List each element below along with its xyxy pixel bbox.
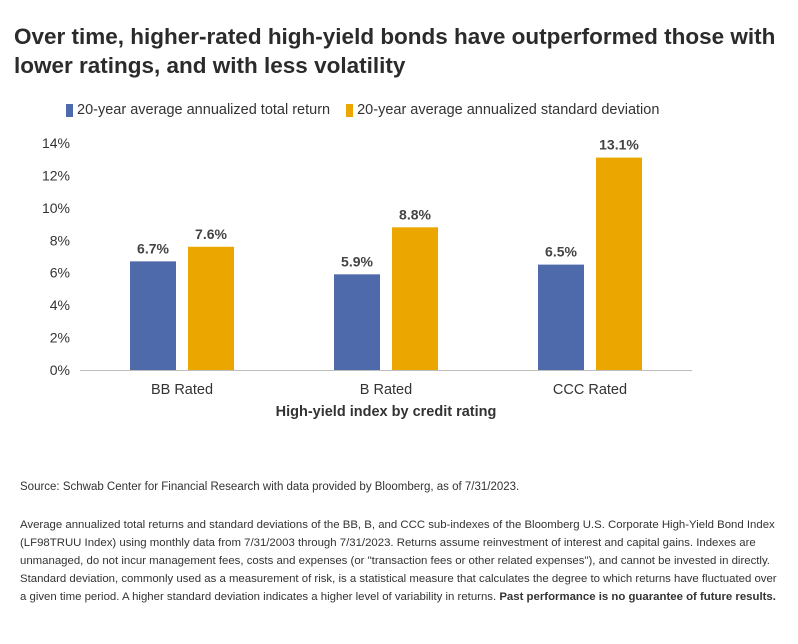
y-tick-label: 14%: [42, 135, 70, 151]
y-tick-label: 12%: [42, 167, 70, 183]
data-label: 5.9%: [341, 253, 373, 269]
data-label: 7.6%: [195, 226, 227, 242]
footnote-disclaimer: Past performance is no guarantee of futu…: [499, 591, 776, 603]
footnote: Average annualized total returns and sta…: [20, 516, 782, 606]
legend-label-stdev: 20-year average annualized standard devi…: [357, 102, 660, 118]
legend-item-stdev: 20-year average annualized standard devi…: [346, 102, 659, 118]
footnote-text: Average annualized total returns and sta…: [20, 519, 777, 603]
x-category-label: CCC Rated: [553, 382, 627, 398]
x-category-label: B Rated: [360, 382, 412, 398]
bar-return: [334, 274, 380, 370]
chart-title: Over time, higher-rated high-yield bonds…: [14, 24, 776, 78]
data-label: 6.7%: [137, 240, 169, 256]
legend-swatch-return: [66, 103, 73, 117]
y-tick-label: 0%: [50, 362, 70, 378]
x-category-label: BB Rated: [151, 382, 213, 398]
data-label: 8.8%: [399, 206, 431, 222]
y-tick-label: 10%: [42, 200, 70, 216]
bar-return: [538, 264, 584, 370]
data-label: 6.5%: [545, 244, 577, 260]
data-label: 13.1%: [599, 137, 639, 153]
bar-stdev: [392, 227, 438, 370]
bar-chart: 0% 2% 4% 6% 8% 10% 12% 14% 6.7% 7.6% BB Rated 5.9% 8…: [42, 135, 692, 420]
legend-item-return: 20-year average annualized total return: [66, 102, 330, 118]
source-note: Source: Schwab Center for Financial Rese…: [20, 481, 520, 493]
bar-stdev: [188, 246, 234, 370]
y-tick-label: 8%: [50, 232, 70, 248]
y-tick-label: 2%: [50, 330, 70, 346]
y-tick-label: 4%: [50, 297, 70, 313]
legend-swatch-stdev: [346, 103, 354, 117]
legend: 20-year average annualized total return …: [66, 102, 675, 118]
legend-label-return: 20-year average annualized total return: [77, 102, 331, 118]
bar-stdev: [596, 157, 642, 370]
x-axis-title: High-yield index by credit rating: [276, 404, 497, 420]
y-tick-label: 6%: [50, 265, 70, 281]
bar-return: [130, 261, 176, 370]
